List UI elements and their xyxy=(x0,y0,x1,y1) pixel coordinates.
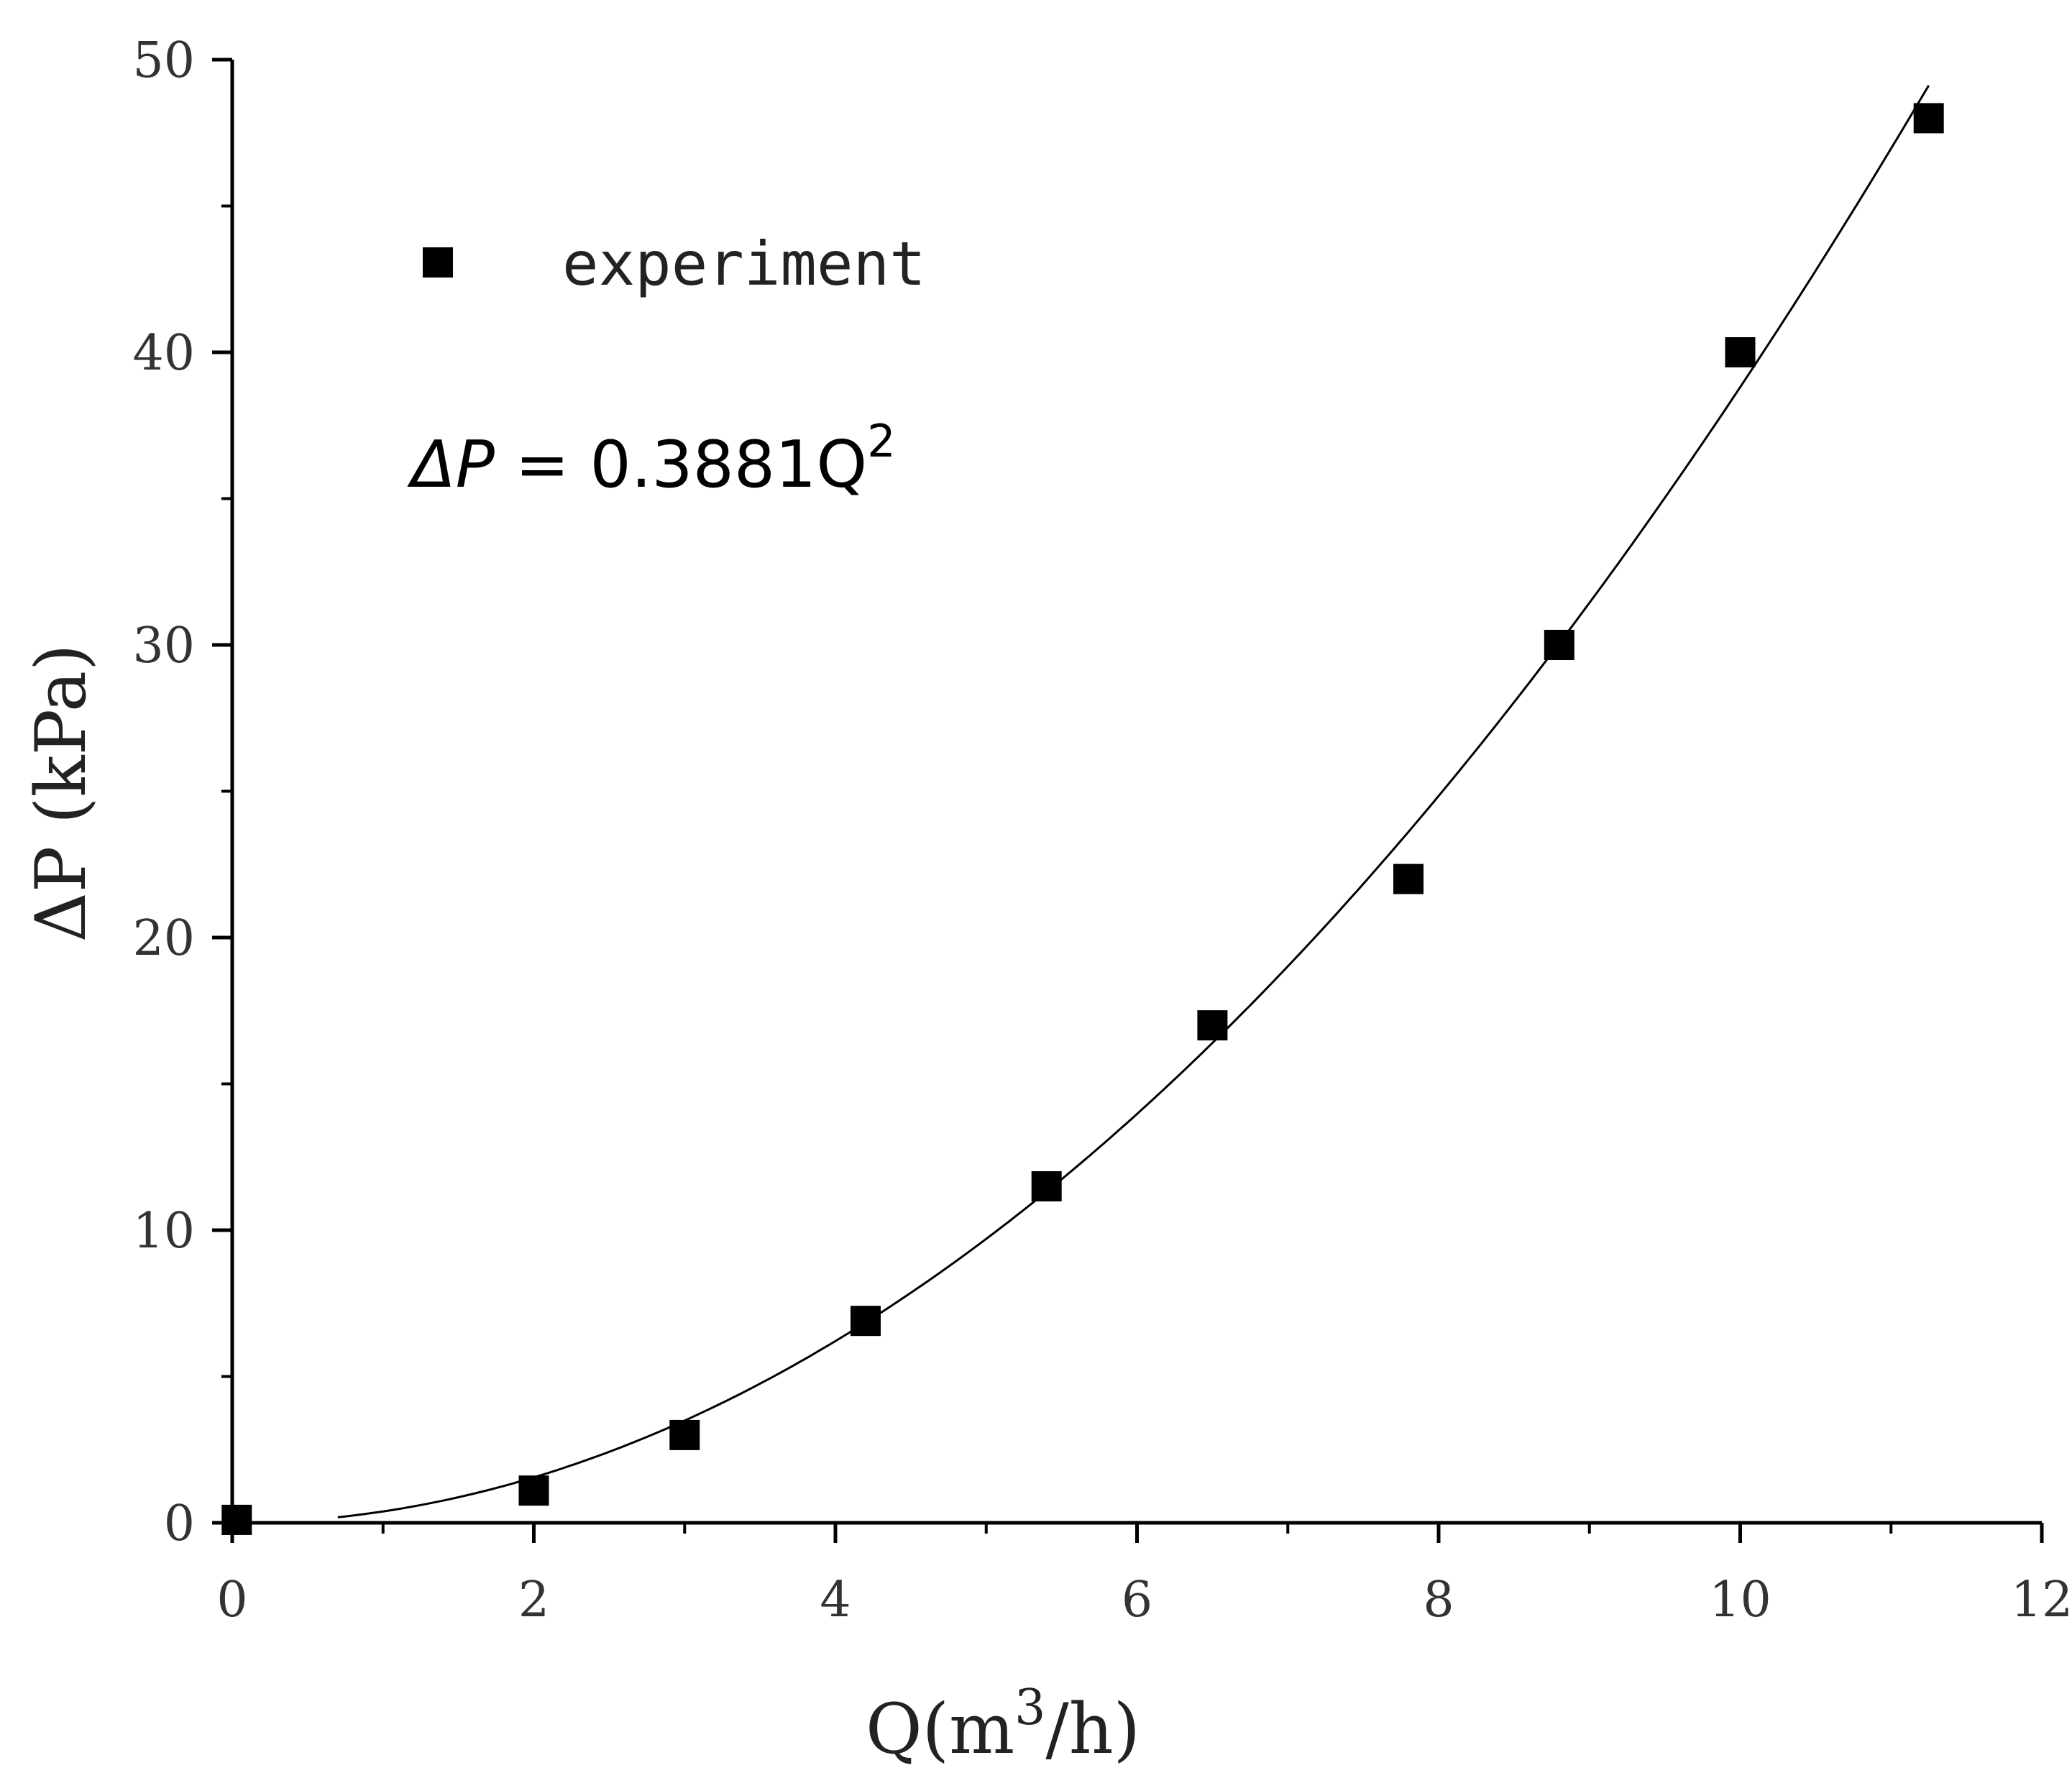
x-tick-label: 12 xyxy=(2011,1572,2072,1628)
data-point xyxy=(1031,1171,1062,1201)
data-point xyxy=(851,1306,881,1337)
fit-equation-rhs: = 0.3881Q xyxy=(495,427,867,503)
data-point xyxy=(221,1504,252,1535)
data-point xyxy=(518,1475,549,1506)
y-tick-label: 10 xyxy=(132,1203,195,1260)
y-axis-title: ΔP (kPa) xyxy=(21,643,101,942)
data-point xyxy=(669,1419,700,1450)
y-tick-label: 0 xyxy=(164,1495,195,1552)
data-point xyxy=(1544,630,1574,660)
data-point xyxy=(1913,103,1944,134)
data-point xyxy=(1197,1010,1228,1041)
x-axis-title-base: Q(m xyxy=(866,1689,1014,1769)
x-tick-label: 10 xyxy=(1709,1572,1771,1628)
y-tick-label: 40 xyxy=(132,325,195,382)
x-tick-label: 0 xyxy=(216,1572,247,1628)
y-tick-label: 20 xyxy=(132,910,195,967)
y-tick-label: 30 xyxy=(132,618,195,674)
legend-marker xyxy=(423,247,453,278)
x-tick-label: 8 xyxy=(1423,1572,1454,1628)
fit-equation-exponent: 2 xyxy=(867,415,895,467)
y-tick-label: 50 xyxy=(132,32,195,89)
legend-label: experiment xyxy=(562,229,926,299)
x-tick-label: 2 xyxy=(518,1572,549,1628)
x-tick-label: 4 xyxy=(820,1572,851,1628)
x-axis-title-sup: 3 xyxy=(1014,1680,1045,1736)
fit-curve-group xyxy=(337,85,1930,1518)
x-axis-title-tail: /h) xyxy=(1045,1689,1140,1769)
x-ticks: 0 2 4 6 8 10 12 xyxy=(216,1523,2072,1628)
x-axis-title: Q(m3/h) xyxy=(866,1680,1140,1769)
data-points xyxy=(221,103,1944,1535)
fit-equation-lhs: ΔP xyxy=(407,427,495,503)
data-point xyxy=(1393,863,1424,894)
fit-curve xyxy=(337,85,1930,1518)
legend: experiment xyxy=(423,229,926,299)
fit-equation: ΔP = 0.3881Q2 xyxy=(407,415,896,503)
y-ticks: 0 10 20 30 40 50 xyxy=(132,32,232,1552)
axes xyxy=(230,60,2042,1525)
x-tick-label: 6 xyxy=(1122,1572,1152,1628)
data-point xyxy=(1725,337,1756,367)
